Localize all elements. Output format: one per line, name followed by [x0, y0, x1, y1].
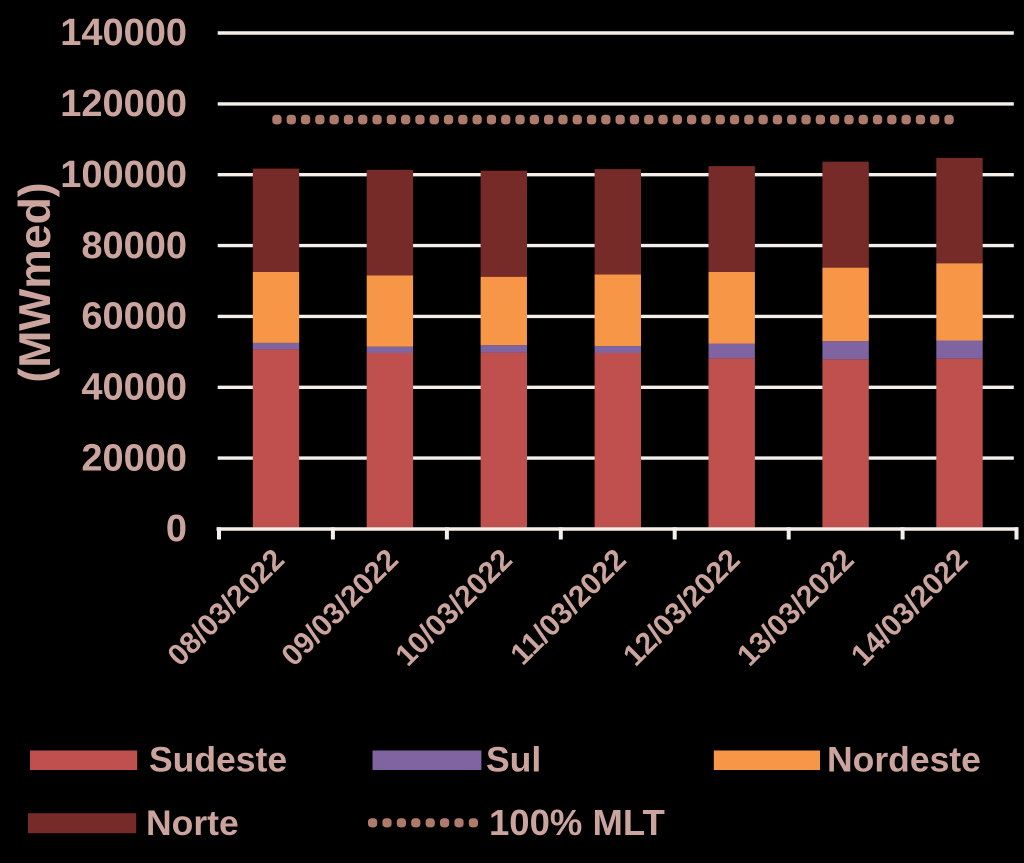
- svg-text:40000: 40000: [81, 367, 187, 409]
- svg-text:20000: 20000: [81, 437, 187, 479]
- svg-text:100% MLT: 100% MLT: [489, 802, 665, 843]
- svg-text:0: 0: [166, 508, 187, 550]
- svg-text:(MWmed): (MWmed): [11, 182, 60, 382]
- svg-text:100000: 100000: [60, 154, 187, 196]
- svg-text:80000: 80000: [81, 225, 187, 267]
- svg-text:Sul: Sul: [486, 740, 541, 780]
- svg-text:Nordeste: Nordeste: [827, 740, 981, 780]
- svg-text:60000: 60000: [81, 296, 187, 338]
- svg-text:140000: 140000: [60, 12, 187, 54]
- svg-text:Sudeste: Sudeste: [149, 740, 287, 780]
- svg-text:Norte: Norte: [146, 803, 239, 843]
- svg-text:120000: 120000: [60, 83, 187, 125]
